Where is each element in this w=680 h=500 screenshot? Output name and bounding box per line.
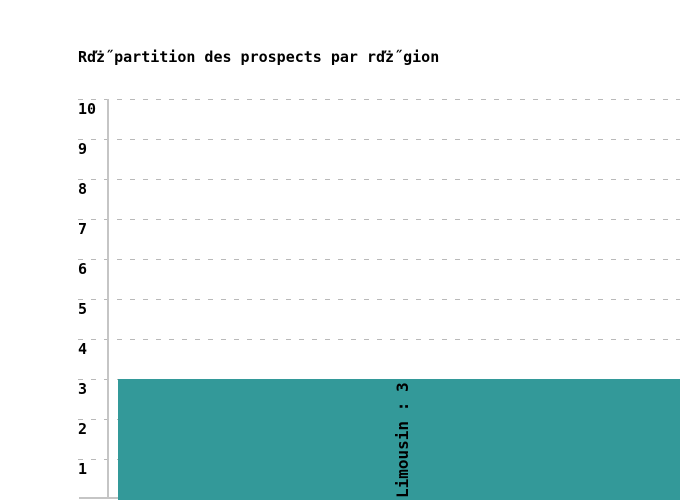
y-tick-label: 4 [78, 340, 88, 358]
gridline [78, 299, 680, 300]
y-tick-label: 6 [78, 260, 88, 278]
gridline [78, 219, 680, 220]
y-tick-label: 9 [78, 140, 88, 158]
gridline [78, 99, 680, 100]
y-tick-label: 2 [78, 420, 88, 438]
bar-value-label: Limousin : 3 [393, 382, 412, 498]
y-tick-label: 3 [78, 380, 88, 398]
gridline [78, 139, 680, 140]
gridline [78, 259, 680, 260]
gridline [78, 179, 680, 180]
y-tick-label: 8 [78, 180, 88, 198]
gridline [78, 339, 680, 340]
y-axis-line [107, 99, 109, 498]
y-tick-label: 5 [78, 300, 88, 318]
chart-title: Rďż˝partition des prospects par rďż˝gion [78, 48, 440, 66]
y-tick-label: 10 [78, 100, 97, 118]
y-tick-label: 1 [78, 460, 88, 478]
bar-limousin [118, 379, 680, 500]
y-tick-label: 7 [78, 220, 88, 238]
